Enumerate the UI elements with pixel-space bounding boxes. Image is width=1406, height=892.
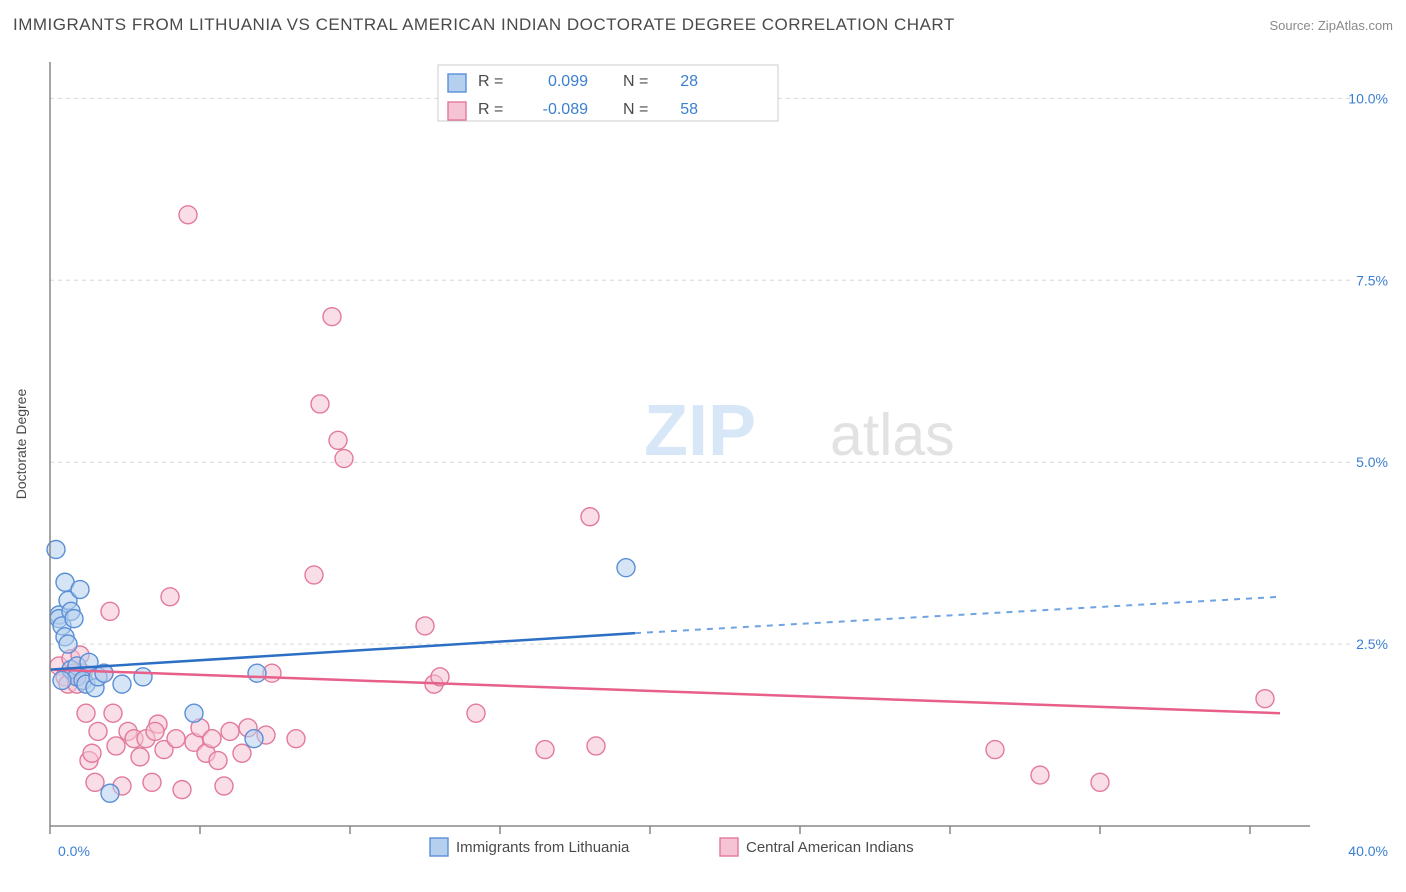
stats-R-label: R = <box>478 73 503 90</box>
data-point <box>89 722 107 740</box>
data-point <box>113 675 131 693</box>
data-point <box>581 508 599 526</box>
data-point <box>101 784 119 802</box>
data-point <box>305 566 323 584</box>
data-point <box>416 617 434 635</box>
y-axis-label: Doctorate Degree <box>13 389 29 500</box>
data-point <box>71 581 89 599</box>
data-point <box>335 450 353 468</box>
watermark-atlas: atlas <box>830 402 955 468</box>
data-point <box>587 737 605 755</box>
stats-N-value: 28 <box>680 73 698 90</box>
correlation-chart: IMMIGRANTS FROM LITHUANIA VS CENTRAL AME… <box>0 0 1406 892</box>
y-tick-label: 10.0% <box>1348 90 1388 106</box>
data-point <box>221 722 239 740</box>
data-point <box>1256 690 1274 708</box>
stats-N-label: N = <box>623 101 648 118</box>
data-point <box>248 664 266 682</box>
data-point <box>173 781 191 799</box>
data-point <box>1031 766 1049 784</box>
data-point <box>83 744 101 762</box>
data-point <box>209 752 227 770</box>
data-point <box>233 744 251 762</box>
data-point <box>131 748 149 766</box>
data-point <box>617 559 635 577</box>
data-point <box>107 737 125 755</box>
data-point <box>311 395 329 413</box>
data-point <box>167 730 185 748</box>
data-point <box>179 206 197 224</box>
data-point <box>1091 773 1109 791</box>
legend-swatch <box>430 838 448 856</box>
data-point <box>467 704 485 722</box>
data-point <box>329 431 347 449</box>
data-point <box>536 741 554 759</box>
data-point <box>203 730 221 748</box>
data-point <box>143 773 161 791</box>
y-tick-label: 2.5% <box>1356 636 1388 652</box>
watermark-zip: ZIP <box>644 391 756 471</box>
data-point <box>245 730 263 748</box>
source-label: Source: ZipAtlas.com <box>1269 18 1393 33</box>
data-point <box>161 588 179 606</box>
data-point <box>65 610 83 628</box>
x-max-label: 40.0% <box>1348 843 1388 859</box>
data-point <box>77 704 95 722</box>
x-min-label: 0.0% <box>58 843 90 859</box>
stats-N-label: N = <box>623 73 648 90</box>
data-point <box>215 777 233 795</box>
data-point <box>146 722 164 740</box>
data-point <box>323 308 341 326</box>
data-point <box>59 635 77 653</box>
data-point <box>101 602 119 620</box>
y-tick-label: 7.5% <box>1356 272 1388 288</box>
stats-swatch <box>448 74 466 92</box>
data-point <box>104 704 122 722</box>
legend-swatch <box>720 838 738 856</box>
data-point <box>185 704 203 722</box>
chart-title: IMMIGRANTS FROM LITHUANIA VS CENTRAL AME… <box>13 15 955 34</box>
data-point <box>287 730 305 748</box>
legend-label: Immigrants from Lithuania <box>456 839 630 856</box>
legend-label: Central American Indians <box>746 839 914 856</box>
data-point <box>986 741 1004 759</box>
data-point <box>53 671 71 689</box>
data-point <box>86 773 104 791</box>
stats-swatch <box>448 102 466 120</box>
stats-R-value: -0.089 <box>543 101 588 118</box>
stats-R-value: 0.099 <box>548 73 588 90</box>
stats-N-value: 58 <box>680 101 698 118</box>
stats-R-label: R = <box>478 101 503 118</box>
data-point <box>134 668 152 686</box>
y-tick-label: 5.0% <box>1356 454 1388 470</box>
